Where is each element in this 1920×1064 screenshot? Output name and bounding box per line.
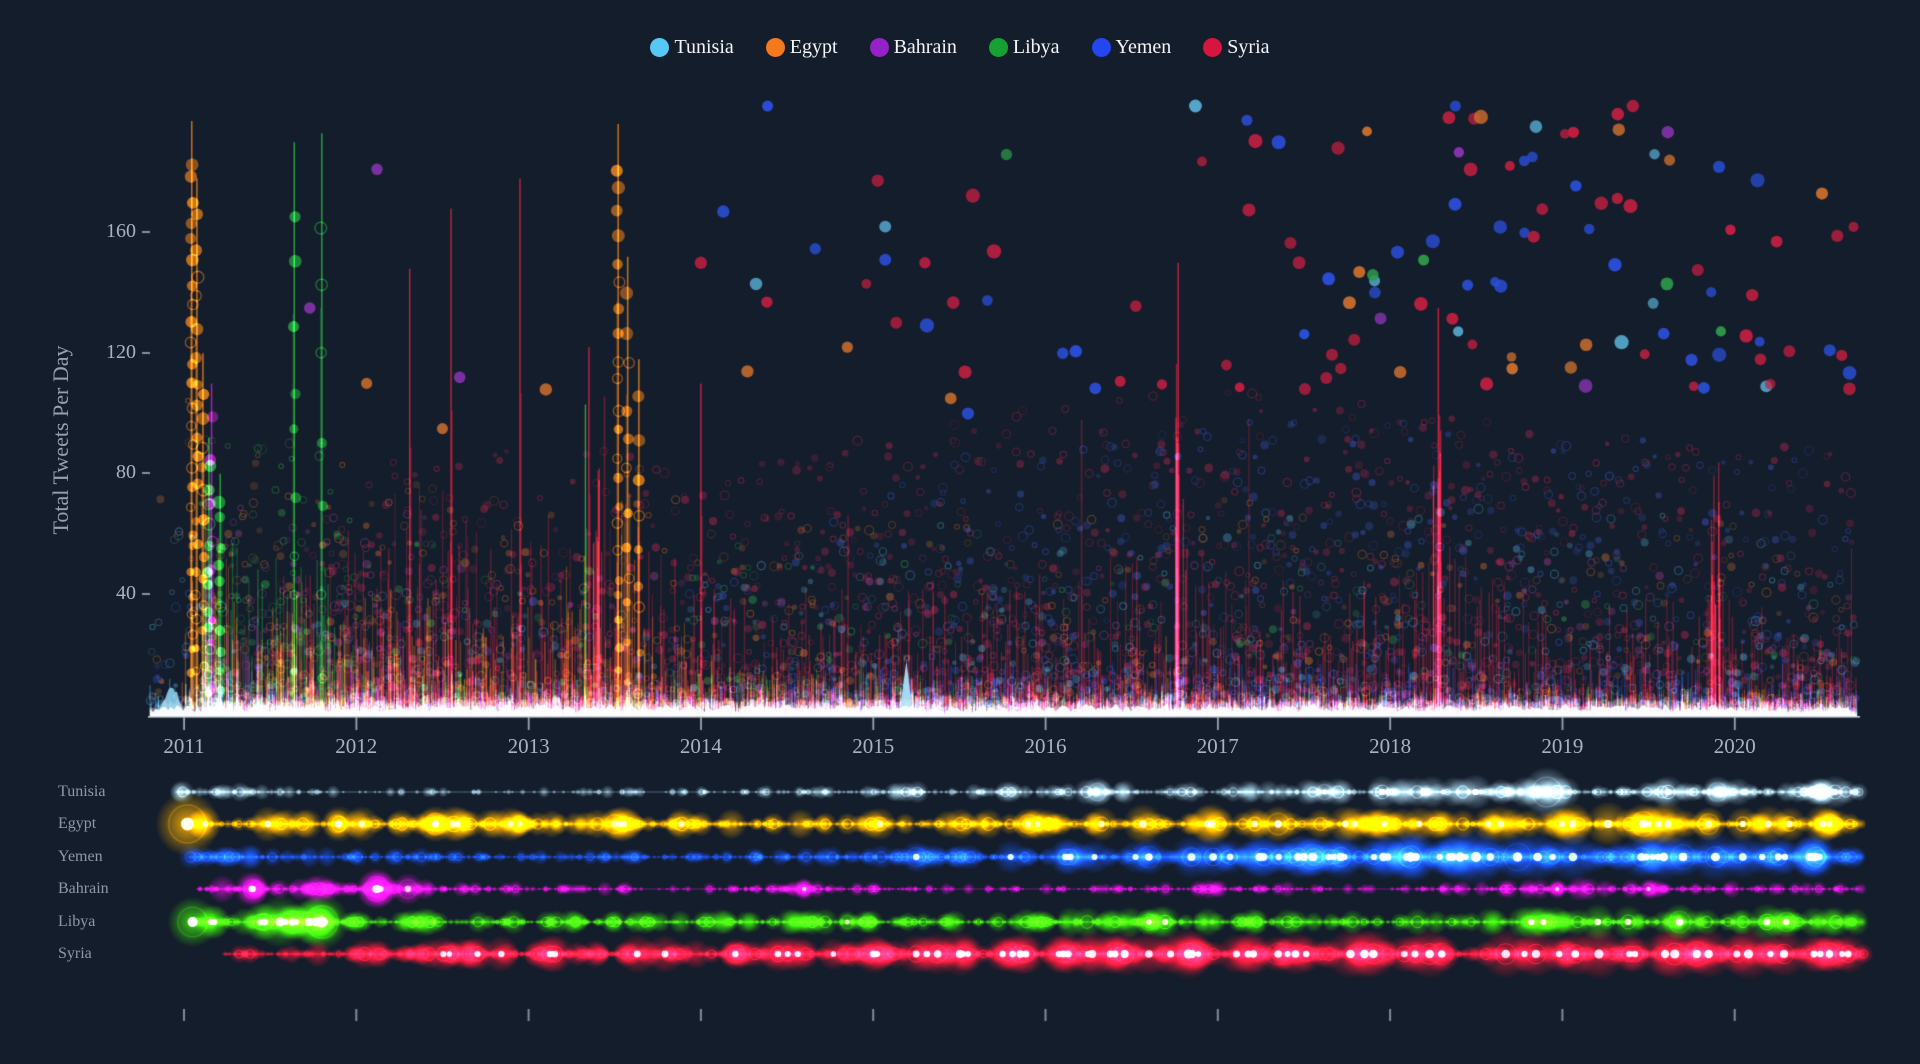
row-label-tunisia: Tunisia: [58, 783, 106, 800]
legend-label: Bahrain: [893, 36, 957, 58]
legend: Tunisia Egypt Bahrain Libya Yemen Syria: [0, 36, 1920, 59]
row-label-syria: Syria: [58, 945, 92, 962]
syria-dot-icon: [1203, 38, 1223, 57]
x-tick-label-2016: 2016: [1024, 734, 1067, 758]
legend-label: Tunisia: [674, 36, 734, 58]
tunisia-dot-icon: [650, 38, 670, 57]
y-tick-label-40: 40: [116, 582, 136, 604]
x-tick-label-2017: 2017: [1196, 734, 1239, 758]
x-tick-label-2012: 2012: [335, 734, 378, 758]
row-label-bahrain: Bahrain: [58, 880, 109, 897]
row-label-egypt: Egypt: [58, 815, 97, 832]
legend-item-syria[interactable]: Syria: [1203, 36, 1270, 59]
row-label-yemen: Yemen: [58, 848, 103, 865]
yemen-dot-icon: [1091, 38, 1111, 57]
legend-label: Egypt: [789, 36, 838, 58]
legend-label: Yemen: [1115, 36, 1172, 58]
x-tick-label-2020: 2020: [1713, 734, 1756, 758]
legend-label: Syria: [1227, 36, 1270, 58]
y-tick-label-120: 120: [106, 341, 136, 363]
x-tick-label-2019: 2019: [1541, 734, 1584, 758]
y-axis-title: Total Tweets Per Day: [48, 345, 73, 535]
x-tick-label-2011: 2011: [163, 734, 205, 758]
x-tick-label-2018: 2018: [1369, 734, 1412, 758]
legend-item-bahrain[interactable]: Bahrain: [869, 36, 957, 59]
y-tick-label-160: 160: [106, 220, 136, 242]
legend-item-tunisia[interactable]: Tunisia: [650, 36, 734, 59]
legend-item-libya[interactable]: Libya: [988, 36, 1060, 59]
libya-dot-icon: [988, 38, 1008, 57]
legend-item-yemen[interactable]: Yemen: [1091, 36, 1172, 59]
x-tick-label-2015: 2015: [852, 734, 895, 758]
x-tick-label-2013: 2013: [507, 734, 550, 758]
legend-label: Libya: [1012, 36, 1060, 58]
y-tick-label-80: 80: [116, 461, 136, 483]
egypt-dot-icon: [765, 38, 785, 57]
legend-item-egypt[interactable]: Egypt: [765, 36, 838, 59]
bahrain-dot-icon: [869, 38, 889, 57]
row-label-libya: Libya: [58, 913, 96, 930]
x-tick-label-2014: 2014: [679, 734, 722, 758]
